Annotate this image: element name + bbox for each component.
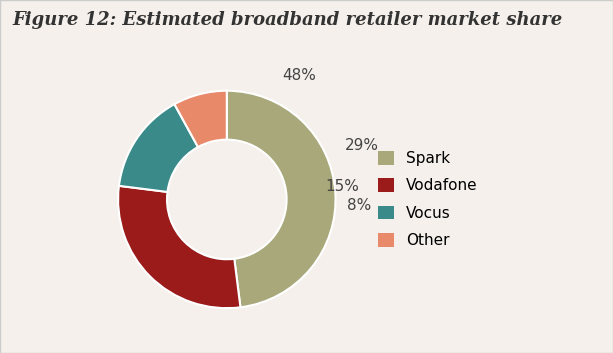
Wedge shape [175,91,227,147]
Text: Figure 12: Estimated broadband retailer market share: Figure 12: Estimated broadband retailer … [12,11,563,29]
Text: 15%: 15% [325,179,359,194]
Wedge shape [119,104,198,192]
Text: 29%: 29% [345,138,378,153]
Legend: Spark, Vodafone, Vocus, Other: Spark, Vodafone, Vocus, Other [378,151,478,248]
Text: 8%: 8% [346,198,371,213]
Wedge shape [227,91,335,307]
Text: 48%: 48% [282,68,316,83]
Wedge shape [118,186,240,308]
